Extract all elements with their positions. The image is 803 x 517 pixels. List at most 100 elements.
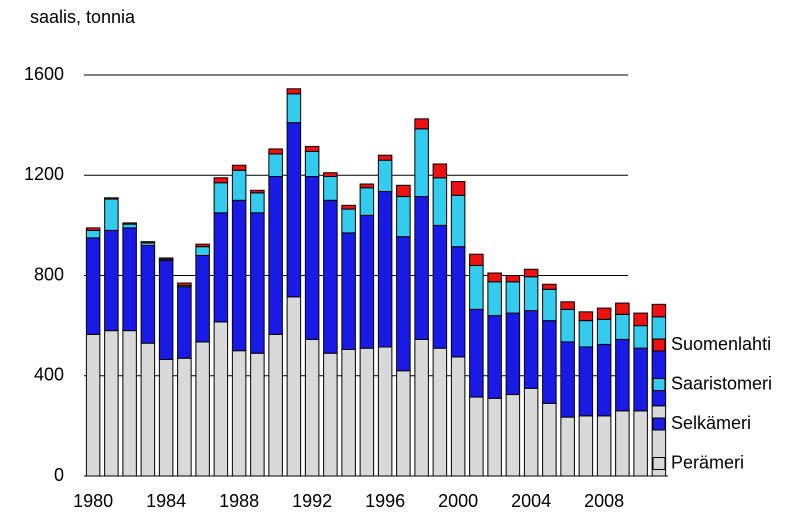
bar-segment	[523, 387, 539, 477]
bar-segment	[158, 259, 174, 360]
bar-segment	[250, 192, 265, 214]
bar-segment	[213, 182, 229, 214]
bar-segment	[450, 194, 466, 248]
bar-segment	[250, 352, 265, 477]
bar-segment	[359, 183, 375, 189]
bar-segment	[469, 253, 484, 266]
bar-segment	[432, 177, 448, 226]
bar-segment	[560, 341, 575, 418]
x-tick-label: 2008	[584, 491, 624, 511]
bar-segment	[377, 346, 393, 477]
bar-segment	[158, 358, 174, 477]
bar-segment	[323, 199, 338, 354]
bar-segment	[104, 229, 119, 332]
bar-segment	[651, 303, 667, 318]
bar-segment	[505, 281, 521, 314]
bar-segment	[195, 243, 210, 248]
bar-segment	[432, 163, 448, 179]
bar-segment	[122, 227, 137, 332]
bar-segment	[450, 181, 466, 196]
bar-segment	[542, 288, 557, 322]
bar-segment	[469, 264, 484, 310]
legend-label: Saaristomeri	[671, 373, 772, 393]
bar-segment	[450, 356, 466, 477]
bar-segment	[523, 276, 539, 312]
bar-segment	[377, 159, 393, 193]
bar-segment	[195, 341, 210, 477]
bar-segment	[487, 272, 502, 283]
bar-segment	[231, 199, 247, 352]
bar-segment	[615, 313, 630, 340]
legend-label: Suomenlahti	[671, 334, 771, 354]
bar-segment	[505, 275, 521, 283]
bar-segment	[596, 343, 612, 417]
bar-segment	[615, 338, 630, 412]
bar-segment	[177, 357, 192, 477]
bar-segment	[122, 330, 137, 477]
x-tick-label: 1992	[292, 491, 332, 511]
bar-segment	[195, 254, 210, 343]
x-tick-label: 1996	[365, 491, 405, 511]
bar-segment	[560, 308, 575, 343]
y-tick-label: 400	[34, 365, 64, 385]
bar-segment	[651, 347, 667, 407]
bar-segment	[487, 315, 502, 399]
bar-segment	[542, 402, 557, 477]
bar-segment	[560, 416, 575, 477]
bar-segment	[359, 347, 375, 477]
legend-swatch	[652, 457, 666, 470]
bar-segment	[231, 350, 247, 477]
bar-segment	[578, 415, 594, 477]
bar-segment	[432, 347, 448, 477]
bar-segment	[633, 347, 648, 412]
legend-swatch	[652, 338, 666, 352]
bar-segment	[250, 189, 265, 194]
bar-segment	[177, 282, 192, 287]
bar-segment	[578, 320, 594, 348]
bar-segment	[323, 176, 338, 201]
bar-segment	[487, 397, 502, 477]
x-tick-label: 1980	[73, 491, 113, 511]
bar-segment	[140, 342, 156, 477]
bar-segment	[286, 88, 302, 95]
bar-segment	[268, 153, 283, 178]
bar-segment	[250, 212, 265, 354]
bar-segment	[341, 208, 356, 234]
bar-segment	[414, 118, 429, 130]
legend-swatch	[652, 417, 666, 431]
bar-segment	[396, 236, 411, 372]
bar-segment	[286, 296, 302, 477]
bar-segment	[231, 164, 247, 171]
bar-segment	[341, 204, 356, 210]
legend-label: Perämeri	[671, 452, 744, 472]
y-tick-label: 0	[54, 465, 64, 485]
bar-segment	[341, 232, 356, 350]
bar-segment	[560, 301, 575, 310]
x-tick-label: 2000	[438, 491, 478, 511]
bar-segment	[85, 333, 101, 477]
x-tick-label: 1988	[219, 491, 259, 511]
bar-segment	[286, 122, 302, 298]
bar-segment	[633, 410, 648, 477]
bar-segment	[377, 154, 393, 161]
bar-segment	[158, 257, 174, 260]
bar-segment	[104, 330, 119, 477]
bar-segment	[213, 321, 229, 477]
bar-segment	[177, 286, 192, 359]
bar-segment	[633, 312, 648, 327]
legend-swatch	[652, 378, 666, 391]
bar-segment	[505, 312, 521, 396]
bar-segment	[304, 145, 320, 152]
bar-segment	[578, 311, 594, 322]
bar-segment	[432, 224, 448, 349]
legend-label: Selkämeri	[671, 413, 751, 433]
x-tick-label: 2004	[511, 491, 551, 511]
bar-segment	[268, 333, 283, 477]
bar-segment	[304, 338, 320, 477]
bar-segment	[359, 214, 375, 349]
bar-segment	[323, 352, 338, 477]
bar-segment	[104, 198, 119, 231]
bar-segment	[140, 241, 156, 244]
bar-segment	[304, 176, 320, 340]
bar-segment	[213, 177, 229, 184]
